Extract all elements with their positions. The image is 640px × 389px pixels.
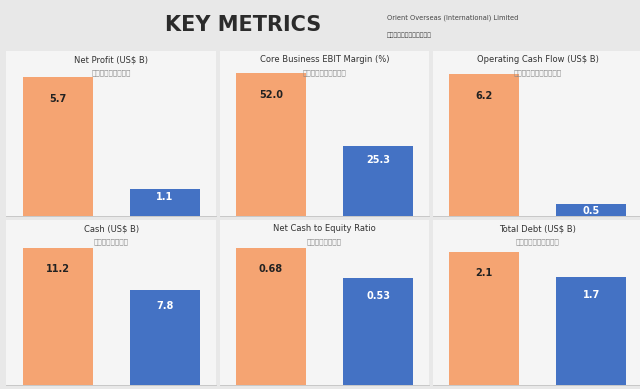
Text: 淨現金與權益比率: 淨現金與權益比率	[307, 238, 342, 245]
Bar	[449, 252, 519, 385]
Bar	[23, 248, 93, 385]
Text: Net Profit (US$ B): Net Profit (US$ B)	[74, 55, 148, 64]
Bar	[449, 74, 519, 216]
Text: Core Business EBIT Margin (%): Core Business EBIT Margin (%)	[260, 55, 389, 64]
Text: Total Debt (US$ B): Total Debt (US$ B)	[499, 224, 576, 233]
Text: 7.8: 7.8	[156, 301, 173, 311]
Text: 債務總額（十億美元）: 債務總額（十億美元）	[516, 238, 559, 245]
Text: 東方海外（國際）有限公司: 東方海外（國際）有限公司	[387, 32, 432, 38]
Text: 0.53: 0.53	[366, 291, 390, 301]
Text: 52.0: 52.0	[259, 90, 283, 100]
Text: 營運現金流（十億美元）: 營運現金流（十億美元）	[513, 69, 562, 76]
Text: 2.1: 2.1	[476, 268, 493, 278]
Text: 0.5: 0.5	[582, 206, 600, 216]
Text: Net Cash to Equity Ratio: Net Cash to Equity Ratio	[273, 224, 376, 233]
Text: 11.2: 11.2	[45, 265, 70, 274]
Text: Operating Cash Flow (US$ B): Operating Cash Flow (US$ B)	[477, 55, 598, 64]
Bar	[343, 278, 413, 385]
Text: 1.1: 1.1	[156, 193, 173, 202]
Text: Cash (US$ B): Cash (US$ B)	[84, 224, 139, 233]
Bar	[556, 204, 626, 216]
Text: 核心業務息稅前溢利率: 核心業務息稅前溢利率	[303, 69, 346, 76]
Text: 0.68: 0.68	[259, 265, 283, 275]
Text: 現金（十億美元）: 現金（十億美元）	[94, 238, 129, 245]
Bar	[556, 277, 626, 385]
Text: Orient Overseas (International) Limited: Orient Overseas (International) Limited	[387, 14, 518, 21]
Text: 6.2: 6.2	[476, 91, 493, 101]
Text: 5.7: 5.7	[49, 94, 67, 104]
Bar	[130, 289, 200, 385]
Text: 淨溢利（十億美元）: 淨溢利（十億美元）	[92, 69, 131, 76]
Bar	[23, 77, 93, 216]
Text: 1.7: 1.7	[582, 290, 600, 300]
Bar	[343, 146, 413, 216]
Text: 25.3: 25.3	[366, 154, 390, 165]
Bar	[236, 73, 306, 216]
Bar	[130, 189, 200, 216]
Text: KEY METRICS: KEY METRICS	[165, 15, 321, 35]
Bar	[236, 248, 306, 385]
